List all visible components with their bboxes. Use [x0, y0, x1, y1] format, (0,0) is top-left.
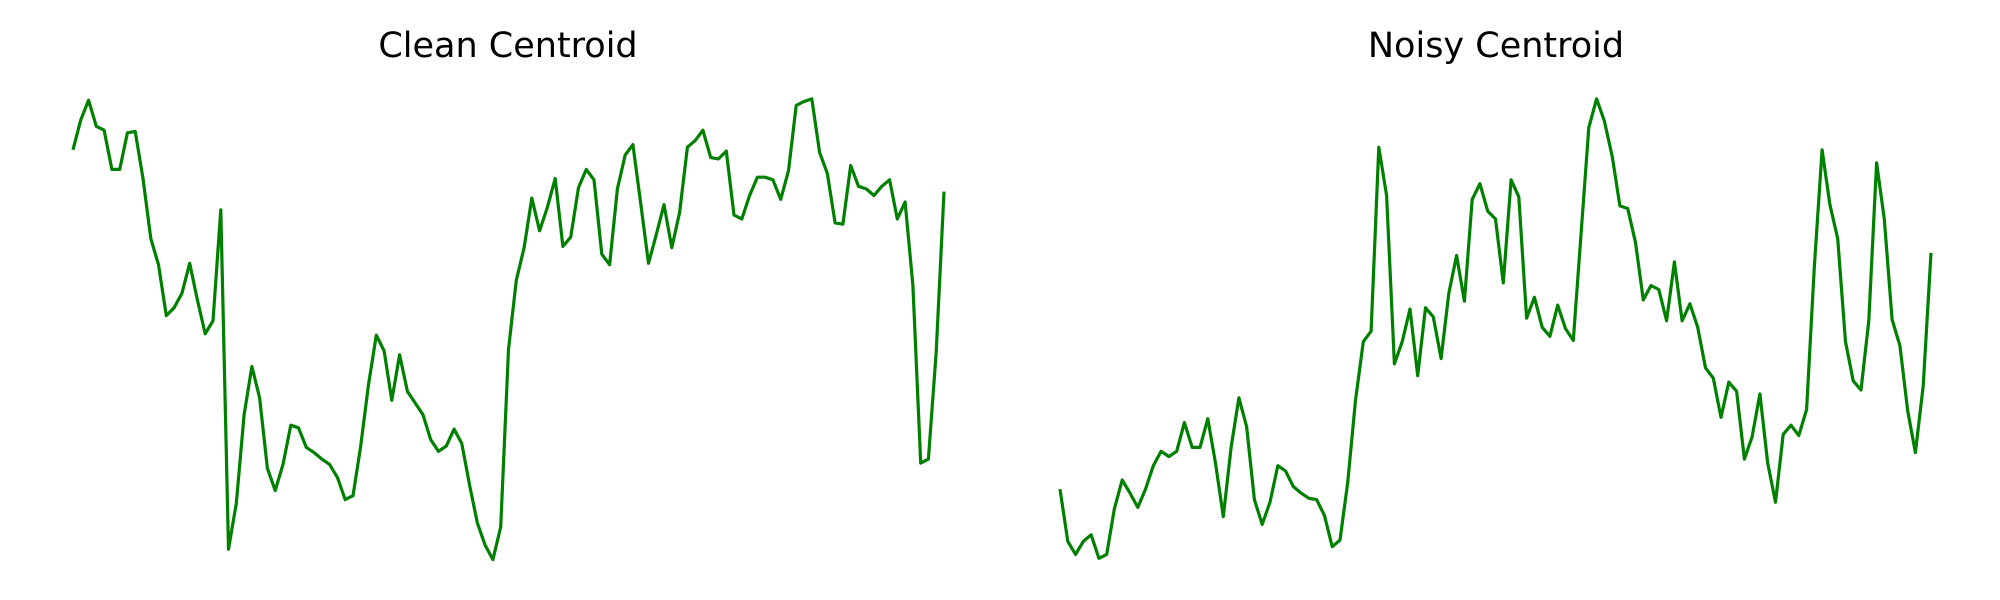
- data-line: [1058, 97, 1933, 560]
- chart-title: Clean Centroid: [378, 26, 637, 66]
- chart-title: Noisy Centroid: [1368, 26, 1624, 66]
- data-line: [71, 97, 946, 562]
